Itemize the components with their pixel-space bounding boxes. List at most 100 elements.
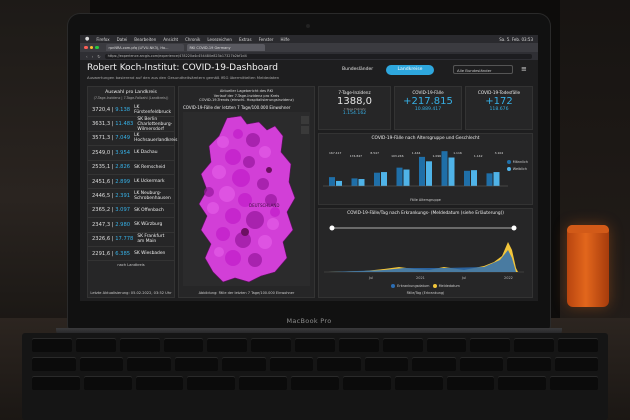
row-values: 2291,6 | 6.385 bbox=[92, 250, 131, 257]
map-district bbox=[204, 187, 214, 197]
menu-chronik[interactable]: Chronik bbox=[185, 36, 201, 42]
map-district bbox=[246, 211, 264, 229]
menu-extras[interactable]: Extras bbox=[238, 36, 252, 42]
age-bar bbox=[403, 169, 410, 186]
laptop-brand-label: MacBook Pro bbox=[286, 317, 332, 325]
covid-dashboard: Robert Koch-Institut: COVID-19-Dashboard… bbox=[80, 60, 538, 301]
last-update: Letzte Aktualisierung: 05.02.2022, 03:52… bbox=[90, 291, 172, 295]
age-bar bbox=[336, 180, 342, 186]
row-values: 2347,3 | 2.980 bbox=[92, 221, 131, 228]
map-district bbox=[225, 208, 241, 224]
back-icon[interactable]: ‹ bbox=[86, 53, 88, 59]
map-district bbox=[259, 146, 271, 158]
map-district bbox=[267, 218, 279, 230]
kpi-faelle-delta: +217.815 bbox=[403, 96, 453, 107]
row-values: 3571,3 | 7.049 bbox=[92, 135, 131, 142]
row-name: SK Frankfurt am Main bbox=[137, 234, 165, 245]
kpi-inzidenz-label: 7-Tage-Inzidenz bbox=[338, 90, 371, 95]
time-tick-1: 2021 bbox=[416, 276, 425, 280]
bundeslaender-toggle[interactable]: Bundesländer bbox=[342, 67, 374, 72]
map-district bbox=[217, 136, 229, 148]
link-verlauf-inzidenz[interactable]: Verlauf der 7-Tage-Inzidenz pro Kreis bbox=[213, 93, 280, 98]
menu-ansicht[interactable]: Ansicht bbox=[163, 36, 179, 42]
age-chart-title: COVID-19-Fälle nach Altersgruppe und Ges… bbox=[371, 136, 480, 141]
bundesland-select[interactable]: Alle Bundesländer bbox=[453, 65, 513, 74]
menu-fenster[interactable]: Fenster bbox=[258, 36, 274, 42]
landkreis-row[interactable]: 3631,3 | 11.483 SK Berlin Charlottenburg-… bbox=[88, 117, 174, 132]
kpi-inzidenz: 7-Tage-Inzidenz 1388,0 7-Tage-Fallzahl 1… bbox=[318, 86, 391, 130]
row-values: 2446,5 | 2.391 bbox=[92, 193, 131, 200]
age-bar-label: 103.246 bbox=[391, 154, 403, 158]
list-title: Auswahl pro Landkreis bbox=[105, 90, 157, 95]
menu-bearbeiten[interactable]: Bearbeiten bbox=[134, 36, 157, 42]
age-bar bbox=[358, 179, 365, 186]
time-slider-start-handle[interactable] bbox=[329, 225, 335, 231]
row-name: SK Würzburg bbox=[134, 222, 163, 228]
germany-map[interactable]: DEUTSCHLAND bbox=[183, 112, 310, 286]
map-district bbox=[232, 169, 250, 187]
link-covid-trends[interactable]: COVID-19-Trends (einschl. Hospitalisieru… bbox=[199, 98, 294, 103]
kpi-faelle-label: COVID-19-Fälle bbox=[412, 90, 444, 95]
age-bar bbox=[493, 172, 500, 186]
zoom-window-icon[interactable] bbox=[95, 45, 99, 50]
age-bar bbox=[351, 178, 358, 186]
apple-icon[interactable]: ● bbox=[85, 36, 90, 42]
age-bar bbox=[374, 172, 380, 186]
map-district bbox=[246, 133, 260, 147]
menu-firefox[interactable]: Firefox bbox=[96, 36, 110, 42]
landkreis-row[interactable]: 2365,2 | 3.097 SK Offenbach bbox=[88, 204, 174, 219]
forward-icon[interactable]: › bbox=[91, 53, 94, 59]
landkreis-row[interactable]: 2451,6 | 2.899 LK Uckermark bbox=[88, 175, 174, 190]
map-zoom-out-icon[interactable] bbox=[301, 126, 309, 134]
legend-erkrankung: Erkrankungsdatum bbox=[397, 284, 430, 288]
age-bar bbox=[464, 170, 470, 186]
age-bar-label: 174.847 bbox=[350, 154, 362, 158]
hamburger-menu-icon[interactable]: ≡ bbox=[521, 65, 527, 73]
browser-tab-2[interactable]: RKI COVID-19 Germany bbox=[186, 44, 265, 51]
age-chart-svg: 167.417 174.847 8.547 103.246 1.444 1.096 1.11… bbox=[323, 151, 508, 187]
address-bar[interactable]: https://experience.arcgis.com/experience… bbox=[104, 53, 532, 59]
age-bar-label: 1.116 bbox=[453, 151, 462, 155]
landkreise-toggle[interactable]: Landkreise bbox=[386, 65, 434, 75]
reload-icon[interactable]: ↻ bbox=[97, 53, 101, 59]
age-bar-label: 1.096 bbox=[433, 154, 442, 158]
landkreis-row[interactable]: 2446,5 | 2.391 LK Neuburg-Schrobenhausen bbox=[88, 189, 174, 204]
kpi-fallzahl-value: 1.154.162 bbox=[342, 111, 367, 116]
landkreis-row[interactable]: 3720,4 | 9.138 LK Fürstenfeldbruck bbox=[88, 103, 174, 118]
age-chart-panel: COVID-19-Fälle nach Altersgruppe und Ges… bbox=[318, 133, 533, 205]
age-bar-label: 3.104 bbox=[495, 151, 504, 155]
link-lagebericht[interactable]: Aktueller Lagebericht des RKI bbox=[219, 89, 274, 93]
time-tick-3: 2022 bbox=[504, 276, 513, 280]
browser-tab-1[interactable]: rpnNRA.com.pfq (LFVU-NK3), Ho... bbox=[105, 44, 184, 51]
laptop-screen: ● Firefox Datei Bearbeiten Ansicht Chron… bbox=[80, 35, 538, 301]
germany-map-svg: DEUTSCHLAND bbox=[198, 115, 309, 283]
landkreis-row[interactable]: 2549,0 | 3.954 LK Dachau bbox=[88, 146, 174, 161]
landkreis-row[interactable]: 3571,3 | 7.049 LK Hochsauerlandkreis bbox=[88, 132, 178, 147]
row-name: LK Hochsauerlandkreis bbox=[134, 133, 178, 144]
browser-tabbar: rpnNRA.com.pfq (LFVU-NK3), Ho... RKI COV… bbox=[80, 43, 538, 52]
landkreis-row[interactable]: 2535,1 | 2.826 SK Remscheid bbox=[88, 161, 174, 175]
landkreis-row[interactable]: 2326,6 | 17.778 SK Frankfurt am Main bbox=[88, 233, 174, 247]
landkreis-row[interactable]: 2347,3 | 2.980 SK Würzburg bbox=[88, 218, 174, 233]
menu-hilfe[interactable]: Hilfe bbox=[280, 36, 290, 42]
time-slider-end-handle[interactable] bbox=[511, 225, 517, 231]
row-values: 2451,6 | 2.899 bbox=[92, 178, 131, 185]
minimize-window-icon[interactable] bbox=[89, 45, 93, 50]
map-district bbox=[238, 193, 252, 207]
menu-lesezeichen[interactable]: Lesezeichen bbox=[207, 36, 232, 42]
time-chart-xlabel: Fälle/Tag (Erkrankung) bbox=[406, 291, 445, 295]
age-chart-legend: Männlich Weiblich bbox=[506, 160, 528, 171]
list-more-button[interactable]: nach Landkreis bbox=[117, 263, 145, 268]
map-zoom-in-icon[interactable] bbox=[301, 116, 309, 124]
menu-datei[interactable]: Datei bbox=[116, 36, 128, 42]
time-chart-panel: COVID-19-Fälle/Tag nach Erkrankungs- (Me… bbox=[318, 208, 533, 298]
map-links: Aktueller Lagebericht des RKI Verlauf de… bbox=[179, 89, 314, 103]
row-values: 2549,0 | 3.954 bbox=[92, 149, 131, 156]
landkreis-row[interactable]: 2291,6 | 6.385 SK Wiesbaden bbox=[88, 247, 174, 262]
age-bar bbox=[426, 161, 432, 186]
row-name: LK Neuburg-Schrobenhausen bbox=[134, 191, 171, 202]
dashboard-subtitle: Auswertungen basierend auf den aus den G… bbox=[87, 75, 280, 80]
close-window-icon[interactable] bbox=[84, 45, 88, 50]
age-bar-label: 1.444 bbox=[412, 151, 421, 155]
kpi-faelle: COVID-19-Fälle +217.815 10.889.417 bbox=[394, 86, 462, 130]
